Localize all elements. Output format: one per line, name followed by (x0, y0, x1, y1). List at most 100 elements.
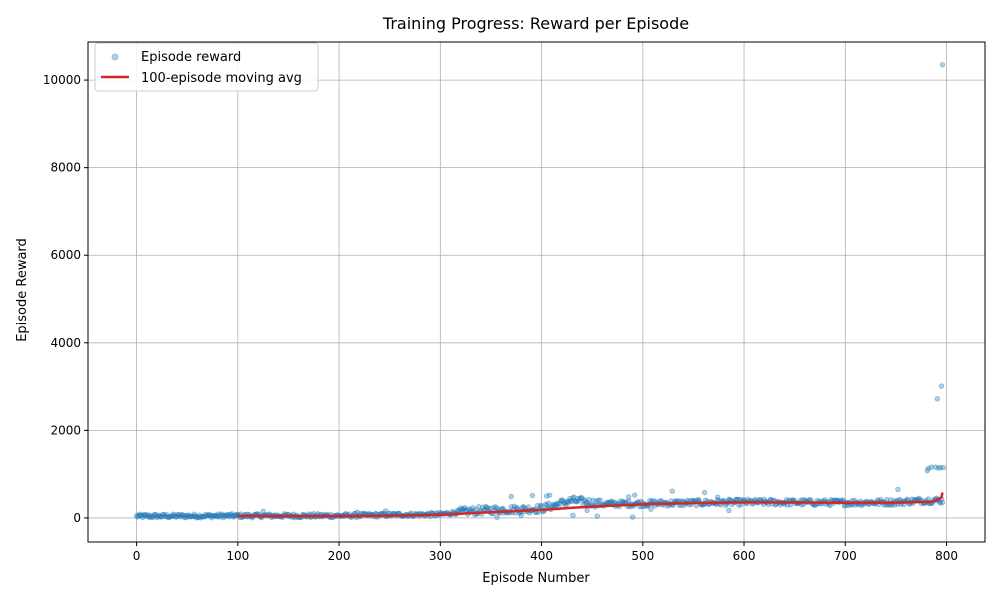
episode-point (206, 512, 213, 519)
episode-point (553, 502, 559, 508)
moving-average-line (237, 492, 944, 518)
episode-point (200, 513, 207, 519)
episode-point (594, 513, 600, 519)
episode-point (189, 513, 195, 520)
episode-point (595, 497, 601, 504)
episode-point (483, 503, 489, 510)
episode-point (226, 512, 232, 518)
episode-point (559, 498, 565, 504)
x-tick-label: 800 (935, 549, 958, 563)
episode-point (158, 514, 164, 520)
episode-point (190, 513, 196, 519)
episode-point (180, 512, 186, 518)
episode-point (537, 502, 544, 509)
episode-point (577, 495, 583, 501)
episode-point (546, 492, 553, 498)
episode-point (218, 511, 225, 517)
episode-point (454, 507, 461, 513)
episode-point (569, 498, 575, 504)
episode-point (511, 503, 517, 509)
legend-label-scatter: Episode reward (141, 50, 241, 65)
episode-point (229, 511, 235, 517)
episode-point (581, 498, 587, 504)
episode-point (147, 514, 153, 521)
episode-point (632, 492, 638, 498)
episode-point (494, 514, 500, 521)
episode-point (934, 396, 941, 402)
x-tick-label: 100 (226, 549, 249, 563)
episode-point (916, 495, 922, 502)
episode-point (573, 499, 579, 505)
episode-point (924, 467, 930, 474)
episode-point (465, 506, 472, 512)
legend-box (94, 42, 319, 92)
episode-point (584, 499, 590, 506)
y-tick-label: 4000 (50, 336, 81, 350)
episode-point (669, 488, 675, 494)
episode-point (354, 509, 361, 515)
episode-point (151, 512, 157, 518)
episode-point (179, 511, 185, 518)
episode-point (176, 512, 182, 518)
x-tick-label: 700 (834, 549, 857, 563)
episode-point (564, 498, 570, 505)
episode-point (213, 513, 220, 520)
x-axis-label: Episode Number (482, 571, 590, 586)
episode-point (895, 486, 901, 493)
plot-frame (87, 41, 986, 543)
episode-point (586, 497, 592, 503)
episode-point (560, 497, 566, 503)
episode-point (146, 512, 152, 518)
legend: Episode reward 100-episode moving avg (94, 42, 319, 92)
episode-point (201, 514, 208, 520)
episode-point (561, 501, 567, 507)
episode-point (178, 513, 184, 519)
episode-point (163, 513, 169, 520)
episode-point (166, 514, 172, 521)
episode-point (169, 513, 175, 519)
episode-point (534, 502, 541, 509)
episode-point (172, 512, 178, 518)
episode-point (212, 512, 219, 518)
episode-point (221, 512, 228, 518)
episode-point (173, 514, 179, 520)
episode-point (174, 513, 180, 519)
episode-point (557, 500, 563, 506)
episode-point (575, 495, 581, 502)
episode-point (182, 512, 188, 519)
episode-point (225, 511, 231, 518)
episode-point (215, 511, 222, 517)
episode-point (457, 505, 464, 511)
episode-point (135, 512, 142, 519)
episode-point (480, 504, 486, 510)
episode-point (202, 511, 209, 518)
episode-point (171, 513, 177, 519)
episode-point (204, 513, 211, 519)
episode-point (488, 505, 494, 511)
episode-point (134, 514, 141, 520)
chart-title: Training Progress: Reward per Episode (382, 14, 689, 33)
episode-point (141, 512, 148, 519)
episode-point (157, 513, 163, 520)
episode-point (183, 514, 189, 521)
episode-point (558, 497, 564, 504)
x-tick-label: 0 (133, 549, 141, 563)
episode-point (197, 515, 204, 521)
episode-point (925, 465, 932, 472)
episode-point (568, 498, 574, 504)
episode-point (551, 502, 557, 509)
episode-point (647, 497, 653, 504)
episode-point (578, 495, 584, 501)
episode-point (584, 507, 590, 514)
episode-point (219, 512, 226, 519)
episode-point (181, 514, 187, 521)
episode-point (518, 512, 525, 518)
y-tick-label: 0 (73, 511, 81, 525)
episode-point (198, 514, 205, 520)
episode-point (570, 512, 576, 518)
episode-point (545, 500, 552, 506)
episode-point (940, 464, 947, 471)
x-axis-ticks: 0 100 200 300 400 500 600 700 800 (133, 542, 958, 563)
episode-point (184, 512, 190, 518)
episode-point (168, 513, 174, 520)
